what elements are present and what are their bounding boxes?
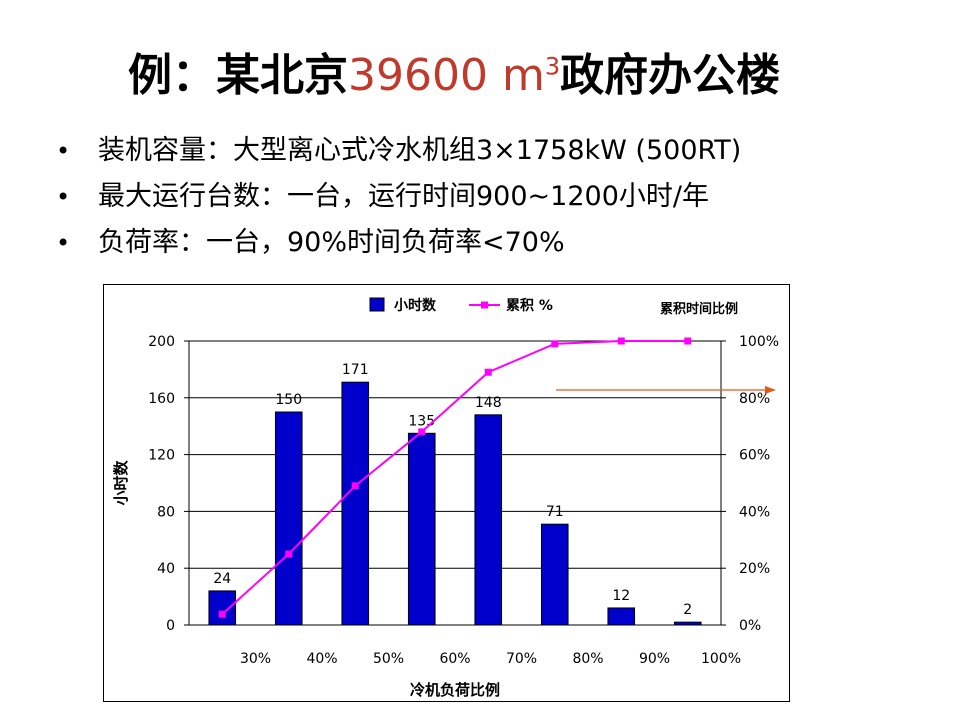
bullet-list: • 装机容量：大型离心式冷水机组3×1758kW (500RT) • 最大运行台数：…	[56, 128, 741, 266]
y2-tick-label: 80%	[739, 391, 770, 407]
y2-tick-label: 20%	[739, 561, 770, 577]
bar	[274, 411, 303, 626]
legend-bar-label: 小时数	[394, 297, 437, 314]
bullet-dot: •	[56, 229, 71, 257]
legend-bar-swatch	[369, 297, 385, 312]
y-tick-label: 160	[148, 391, 175, 407]
bullet-text: 负荷率：一台，90%时间负荷率<70%	[98, 227, 565, 258]
y-tick-label: 120	[148, 448, 175, 464]
legend-line-marker	[481, 301, 488, 309]
cumulative-point	[218, 610, 226, 618]
y-tick-label: 40	[157, 561, 175, 577]
x-tick-label: 80%	[572, 651, 603, 667]
y2-tick-label: 60%	[739, 448, 770, 464]
y-tick-label: 200	[148, 334, 175, 350]
chart-svg: 0 40 80 120 160 200 0% 20% 40% 60% 80% 100% 24 150 171…	[112, 297, 779, 699]
bar	[407, 432, 436, 626]
x-axis-title: 冷机负荷比例	[410, 681, 500, 699]
y2-axis-title: 累积时间比例	[660, 301, 738, 317]
legend-line-label: 累积 %	[506, 297, 553, 314]
bullet-text: 装机容量：大型离心式冷水机组3×1758kW (500RT)	[98, 135, 742, 166]
bar-value-label: 148	[475, 395, 502, 411]
bar-value-label: 171	[342, 362, 369, 378]
y2-tick-label: 0%	[739, 618, 761, 634]
x-tick-label: 90%	[639, 651, 670, 667]
bullet-dot: •	[56, 183, 71, 211]
bar-value-label: 150	[275, 392, 302, 408]
bullet-text: 最大运行台数：一台，运行时间900~1200小时/年	[98, 181, 709, 212]
title-prefix: 例：某北京	[128, 50, 348, 101]
y2-tick-label: 40%	[739, 504, 770, 520]
y-tick-label: 0	[166, 618, 175, 634]
title-number: 39600 m3	[348, 50, 560, 101]
cumulative-point	[684, 337, 692, 345]
bar-value-label: 71	[546, 504, 564, 520]
annotation-arrow-head	[765, 386, 776, 394]
bar	[474, 414, 503, 626]
cumulative-point	[617, 337, 625, 345]
slide-title: 例：某北京39600 m3政府办公楼	[128, 44, 780, 108]
bar-value-label: 2	[683, 602, 692, 618]
x-tick-label: 30%	[240, 651, 271, 667]
bar	[607, 607, 636, 626]
x-tick-label: 40%	[306, 651, 337, 667]
cumulative-point	[484, 368, 492, 376]
x-tick-label: 60%	[439, 651, 470, 667]
x-tick-label: 70%	[506, 651, 537, 667]
bar	[540, 523, 569, 626]
y2-tick-label: 100%	[739, 334, 779, 350]
cumulative-point	[418, 428, 426, 436]
bar	[208, 590, 237, 626]
bullet-item: • 负荷率：一台，90%时间负荷率<70%	[56, 220, 741, 266]
cumulative-point	[285, 550, 293, 558]
title-suffix: 政府办公楼	[560, 50, 781, 101]
bullet-dot: •	[56, 137, 71, 165]
bar	[673, 621, 702, 626]
title-number-text: 39600 m	[348, 50, 545, 101]
cumulative-point	[351, 482, 359, 490]
plot-area	[188, 340, 722, 626]
title-superscript: 3	[544, 52, 561, 81]
bullet-item: • 最大运行台数：一台，运行时间900~1200小时/年	[56, 174, 741, 220]
bar	[341, 381, 370, 626]
x-tick-label: 50%	[373, 651, 404, 667]
bar-value-label: 135	[408, 413, 435, 429]
bullet-item: • 装机容量：大型离心式冷水机组3×1758kW (500RT)	[56, 128, 741, 174]
x-tick-label: 100%	[701, 651, 741, 667]
cumulative-line	[221, 340, 688, 615]
bar-value-label: 12	[612, 588, 630, 604]
bar-value-label: 24	[213, 571, 231, 587]
chart-container: 0 40 80 120 160 200 0% 20% 40% 60% 80% 100% 24 150 171…	[103, 284, 790, 702]
cumulative-point	[551, 340, 559, 348]
y-axis-title: 小时数	[112, 460, 130, 506]
y-tick-label: 80	[157, 504, 175, 520]
